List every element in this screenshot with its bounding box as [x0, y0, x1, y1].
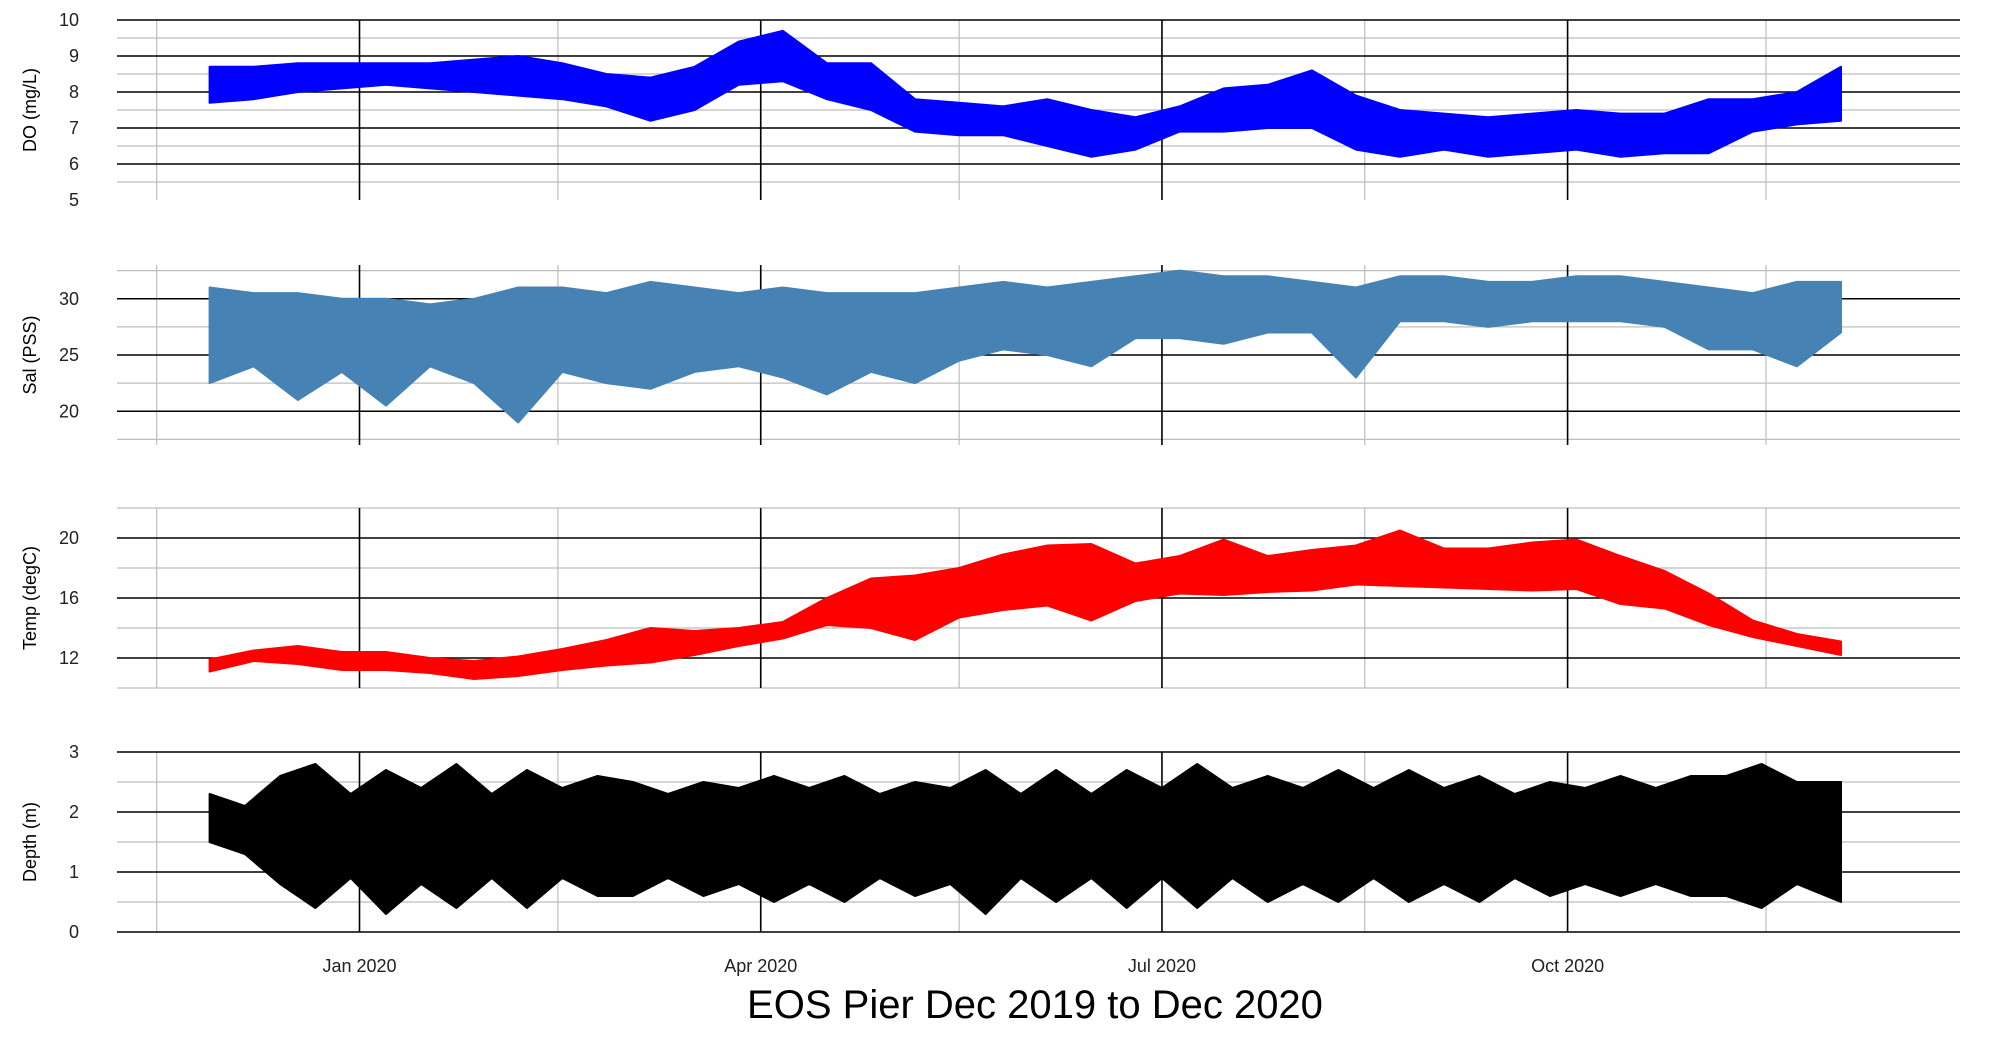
series-layer: [208, 29, 1842, 915]
temp-series-band: [208, 529, 1842, 680]
do-y-tick-label: 10: [59, 10, 79, 30]
do-panel-grid: [117, 19, 1960, 200]
do-y-tick-label: 8: [69, 82, 79, 102]
x-tick-label: Oct 2020: [1531, 956, 1604, 976]
sal-series-band: [208, 269, 1842, 424]
depth-y-tick-label: 1: [69, 862, 79, 882]
do-series-band: [208, 29, 1842, 158]
sal-y-tick-label: 30: [59, 289, 79, 309]
temp-y-tick-label: 16: [59, 588, 79, 608]
sal-y-tick-label: 20: [59, 401, 79, 421]
depth-series-band: [208, 763, 1842, 915]
sal-y-tick-label: 25: [59, 345, 79, 365]
chart-title: EOS Pier Dec 2019 to Dec 2020: [747, 983, 1323, 1027]
depth-y-tick-label: 0: [69, 922, 79, 942]
x-tick-label: Apr 2020: [724, 956, 797, 976]
x-tick-label: Jul 2020: [1128, 956, 1196, 976]
temp-y-tick-label: 20: [59, 528, 79, 548]
do-y-tick-label: 7: [69, 118, 79, 138]
depth-y-tick-label: 3: [69, 742, 79, 762]
do-y-tick-label: 5: [69, 190, 79, 210]
sal-y-axis-label: Sal (PSS): [20, 315, 40, 394]
x-tick-label: Jan 2020: [322, 956, 396, 976]
depth-y-tick-label: 2: [69, 802, 79, 822]
do-y-tick-label: 9: [69, 46, 79, 66]
temp-y-tick-label: 12: [59, 648, 79, 668]
do-y-axis-label: DO (mg/L): [20, 68, 40, 152]
depth-y-axis-label: Depth (m): [20, 802, 40, 882]
temp-y-axis-label: Temp (degC): [20, 546, 40, 650]
do-y-tick-label: 6: [69, 154, 79, 174]
